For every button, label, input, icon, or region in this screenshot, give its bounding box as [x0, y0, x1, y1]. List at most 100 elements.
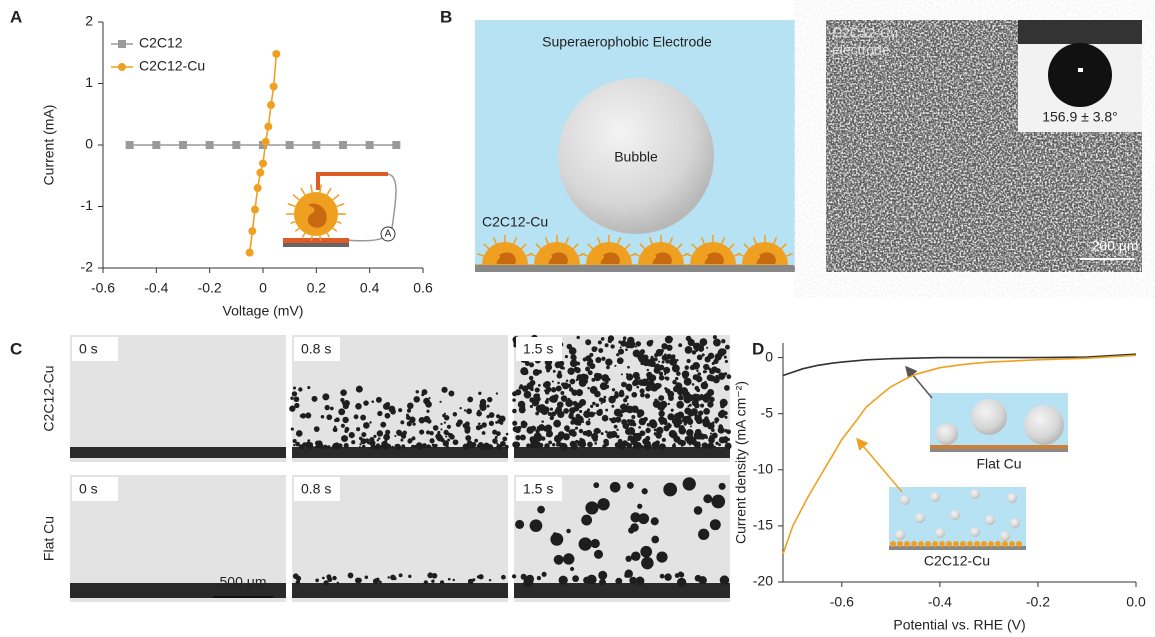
- gas-bubble: [644, 442, 652, 450]
- small-bubble: [950, 510, 960, 520]
- gas-bubble: [579, 406, 581, 408]
- gas-bubble: [724, 356, 727, 359]
- gas-bubble: [521, 422, 523, 424]
- gas-bubble: [676, 371, 681, 376]
- gas-bubble: [546, 386, 552, 392]
- y-axis-label: Current density (mA cm⁻²): [733, 381, 749, 544]
- gas-bubble: [627, 482, 634, 489]
- gas-bubble: [348, 573, 354, 579]
- panel-d-insets: [858, 368, 1068, 550]
- gas-bubble: [570, 359, 578, 367]
- gas-bubble: [585, 501, 598, 514]
- marker: [267, 101, 275, 109]
- gas-bubble: [668, 403, 670, 405]
- gas-bubble: [477, 410, 480, 413]
- gas-bubble: [538, 370, 542, 374]
- gas-bubble: [718, 424, 723, 429]
- gas-bubble: [444, 415, 449, 420]
- gas-bubble: [391, 446, 394, 449]
- gas-bubble: [553, 420, 561, 428]
- gas-bubble: [552, 443, 555, 446]
- gas-bubble: [292, 391, 297, 396]
- cell: [897, 541, 903, 547]
- gas-bubble: [658, 395, 664, 401]
- gas-bubble: [571, 431, 577, 437]
- gas-bubble: [714, 446, 716, 448]
- gas-bubble: [326, 414, 332, 420]
- gas-bubble: [325, 405, 330, 410]
- x-tick-label: -0.2: [198, 280, 222, 296]
- gas-bubble: [711, 495, 725, 509]
- gas-bubble: [496, 392, 498, 394]
- gas-bubble: [659, 443, 666, 450]
- gas-bubble: [363, 400, 369, 406]
- row-label: C2C12-Cu: [41, 365, 57, 431]
- gas-bubble: [670, 337, 673, 340]
- gas-bubble: [595, 403, 599, 407]
- gas-bubble: [724, 439, 728, 443]
- gas-bubble: [293, 439, 297, 443]
- gas-bubble: [456, 422, 461, 427]
- gas-bubble: [384, 440, 387, 443]
- gas-bubble: [605, 409, 608, 412]
- gas-bubble: [560, 366, 564, 370]
- gas-bubble: [666, 423, 671, 428]
- x-tick-label: 0: [259, 280, 267, 296]
- gas-bubble: [633, 379, 639, 385]
- gas-bubble: [529, 376, 533, 380]
- gas-bubble: [623, 336, 627, 340]
- gas-bubble: [585, 430, 592, 437]
- gas-bubble: [579, 410, 582, 413]
- gas-bubble: [363, 422, 370, 429]
- gas-bubble: [487, 397, 492, 402]
- gas-bubble: [342, 417, 348, 423]
- gas-bubble: [435, 433, 441, 439]
- gas-bubble: [537, 576, 541, 580]
- electrode-base: [475, 265, 795, 272]
- gas-bubble: [672, 444, 676, 448]
- small-bubble: [985, 515, 995, 525]
- spike: [337, 204, 345, 207]
- gas-bubble: [399, 573, 403, 577]
- gas-bubble: [296, 576, 301, 581]
- gas-bubble: [560, 391, 564, 395]
- gas-bubble: [656, 349, 664, 357]
- small-bubble: [1010, 518, 1020, 528]
- gas-bubble: [725, 416, 728, 419]
- gas-bubble: [678, 441, 681, 444]
- gas-bubble: [664, 376, 667, 379]
- gas-bubble: [698, 442, 701, 445]
- gas-bubble: [408, 575, 411, 578]
- gas-bubble: [698, 394, 704, 400]
- gas-bubble: [712, 432, 718, 438]
- gas-bubble: [316, 444, 320, 448]
- gas-bubble: [721, 339, 725, 343]
- gas-bubble: [598, 409, 603, 414]
- marker: [126, 141, 134, 149]
- gas-bubble: [471, 442, 476, 447]
- gas-bubble: [616, 409, 622, 415]
- gas-bubble: [440, 423, 442, 425]
- gas-bubble: [591, 378, 595, 382]
- gas-bubble: [440, 428, 442, 430]
- gas-bubble: [587, 442, 593, 448]
- gas-bubble: [545, 400, 549, 404]
- marker: [270, 83, 278, 91]
- gas-bubble: [432, 573, 438, 579]
- bubble-label: Bubble: [614, 149, 658, 165]
- gas-bubble: [594, 391, 601, 398]
- gas-bubble: [701, 578, 705, 582]
- gas-bubble: [662, 438, 666, 442]
- gas-bubble: [659, 375, 664, 380]
- gas-bubble: [696, 370, 698, 372]
- cell: [939, 541, 945, 547]
- gas-bubble: [534, 433, 542, 441]
- marker: [179, 141, 187, 149]
- gas-bubble: [611, 417, 617, 423]
- cell: [974, 541, 980, 547]
- gas-bubble: [721, 401, 724, 404]
- gas-bubble: [695, 433, 699, 437]
- gas-bubble: [701, 382, 709, 390]
- gas-bubble: [340, 389, 347, 396]
- gas-bubble: [692, 362, 700, 370]
